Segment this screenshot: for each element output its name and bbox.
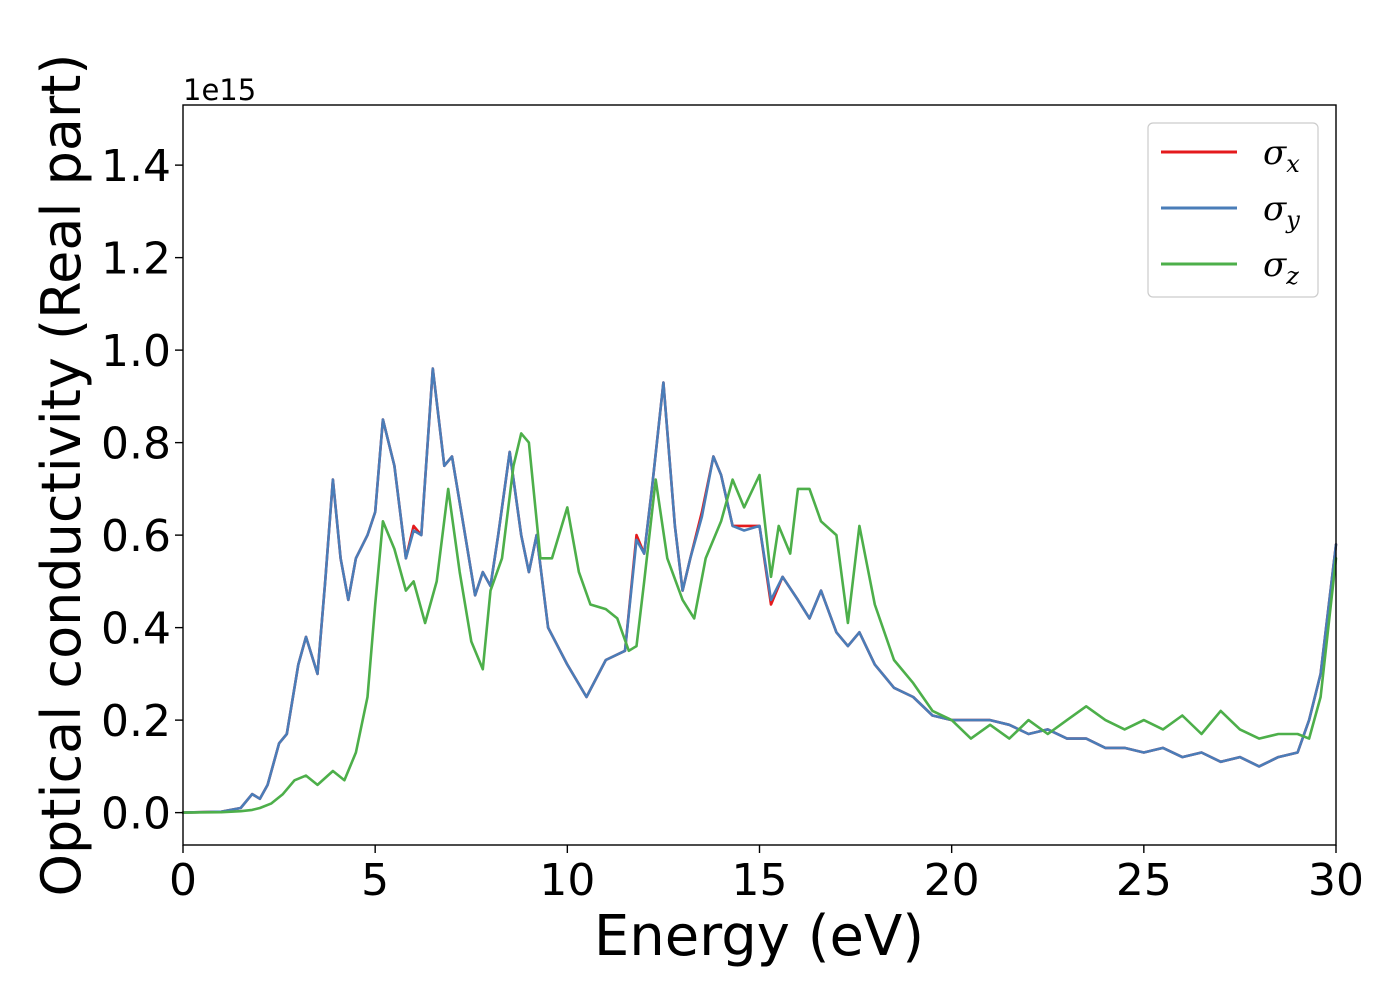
y-tick-label: 0.0	[101, 789, 171, 840]
y-axis-ticks: 0.0 0.2 0.4 0.6 0.8 1.0 1.2 1.4	[101, 141, 183, 840]
legend-label-y: σy	[1263, 189, 1300, 234]
x-tick-label: 20	[924, 855, 980, 906]
series-line-y	[181, 367, 1338, 814]
x-tick-label: 15	[732, 855, 788, 906]
x-tick-label: 5	[361, 855, 389, 906]
y-tick-label: 0.4	[101, 604, 171, 655]
y-tick-label: 0.2	[101, 696, 171, 747]
y-tick-label: 1.2	[101, 234, 171, 285]
y-tick-label: 0.8	[101, 419, 171, 470]
x-axis-ticks: 0 5 10 15 20 25 30	[169, 845, 1364, 906]
series-line-z	[181, 432, 1338, 814]
x-tick-label: 0	[169, 855, 197, 906]
x-tick-label: 10	[539, 855, 595, 906]
y-tick-label: 1.0	[101, 326, 171, 377]
legend-box	[1147, 122, 1319, 298]
y-tick-label: 0.6	[101, 511, 171, 562]
x-tick-label: 30	[1308, 855, 1364, 906]
x-tick-label: 25	[1116, 855, 1172, 906]
y-axis-label: Optical conductivity (Real part)	[30, 54, 93, 897]
y-offset-text: 1e15	[183, 73, 256, 107]
y-tick-label: 1.4	[101, 141, 171, 192]
series-layer	[181, 367, 1338, 814]
x-axis-label: Energy (eV)	[594, 904, 924, 969]
